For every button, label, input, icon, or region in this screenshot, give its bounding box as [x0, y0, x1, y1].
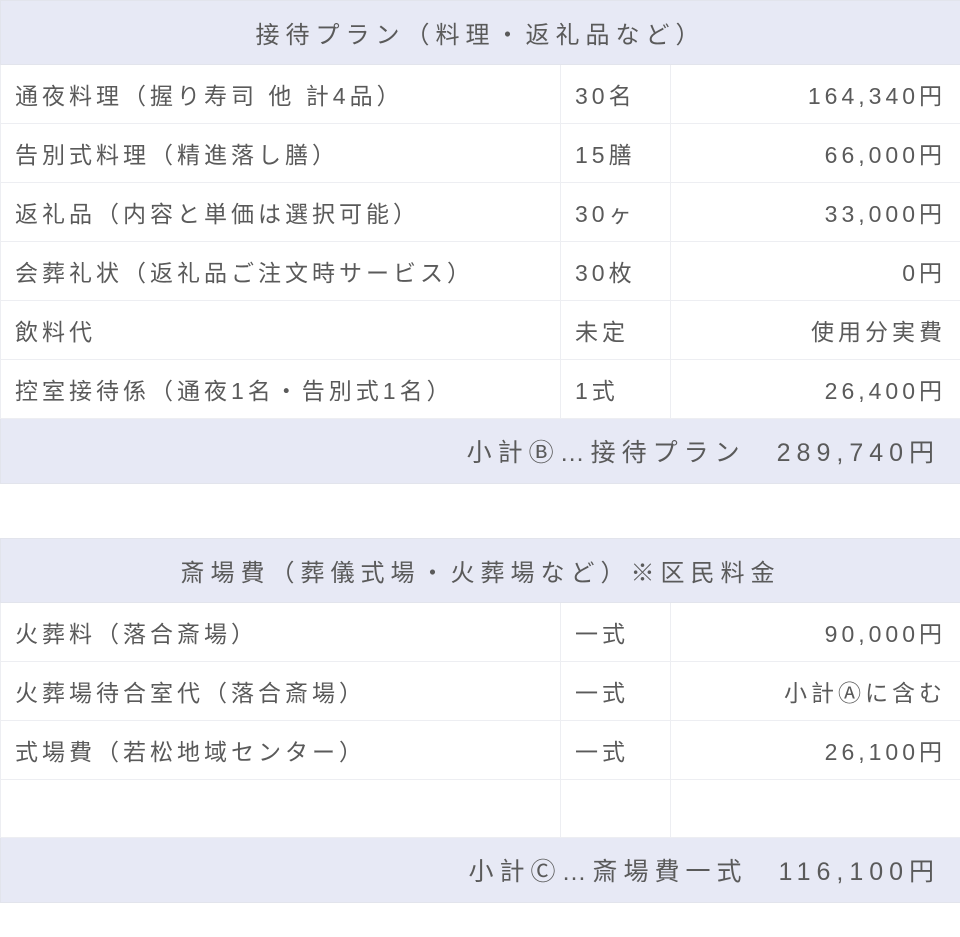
qty-cell: 未定 [561, 301, 671, 360]
item-cell: 火葬場待合室代（落合斎場） [1, 662, 561, 721]
qty-cell: 30名 [561, 65, 671, 124]
venue-fee-table: 斎場費（葬儀式場・火葬場など）※区民料金 火葬料（落合斎場） 一式 90,000… [0, 538, 960, 903]
qty-cell: 一式 [561, 603, 671, 662]
amount-cell: 26,100円 [671, 721, 960, 780]
venue-fee-header: 斎場費（葬儀式場・火葬場など）※区民料金 [1, 539, 960, 603]
amount-cell: 小計Ⓐに含む [671, 662, 960, 721]
item-cell [1, 780, 561, 838]
table-row: 会葬礼状（返礼品ご注文時サービス） 30枚 0円 [1, 242, 960, 301]
amount-cell [671, 780, 960, 838]
item-cell: 会葬礼状（返礼品ご注文時サービス） [1, 242, 561, 301]
section-gap [0, 484, 960, 538]
table-row: 通夜料理（握り寿司 他 計4品） 30名 164,340円 [1, 65, 960, 124]
item-cell: 告別式料理（精進落し膳） [1, 124, 561, 183]
table-row: 返礼品（内容と単価は選択可能） 30ヶ 33,000円 [1, 183, 960, 242]
reception-plan-header: 接待プラン（料理・返礼品など） [1, 1, 960, 65]
table-row: 控室接待係（通夜1名・告別式1名） 1式 26,400円 [1, 360, 960, 419]
item-cell: 控室接待係（通夜1名・告別式1名） [1, 360, 561, 419]
amount-cell: 0円 [671, 242, 960, 301]
qty-cell [561, 780, 671, 838]
item-cell: 飲料代 [1, 301, 561, 360]
qty-cell: 一式 [561, 662, 671, 721]
amount-cell: 66,000円 [671, 124, 960, 183]
qty-cell: 15膳 [561, 124, 671, 183]
table-row: 火葬場待合室代（落合斎場） 一式 小計Ⓐに含む [1, 662, 960, 721]
qty-cell: 1式 [561, 360, 671, 419]
amount-cell: 90,000円 [671, 603, 960, 662]
amount-cell: 26,400円 [671, 360, 960, 419]
table-row: 告別式料理（精進落し膳） 15膳 66,000円 [1, 124, 960, 183]
qty-cell: 30ヶ [561, 183, 671, 242]
item-cell: 火葬料（落合斎場） [1, 603, 561, 662]
table-row: 式場費（若松地域センター） 一式 26,100円 [1, 721, 960, 780]
item-cell: 返礼品（内容と単価は選択可能） [1, 183, 561, 242]
table-row [1, 780, 960, 838]
item-cell: 式場費（若松地域センター） [1, 721, 561, 780]
reception-plan-subtotal: 小計Ⓑ…接待プラン 289,740円 [1, 419, 960, 484]
qty-cell: 一式 [561, 721, 671, 780]
amount-cell: 164,340円 [671, 65, 960, 124]
amount-cell: 使用分実費 [671, 301, 960, 360]
qty-cell: 30枚 [561, 242, 671, 301]
table-row: 飲料代 未定 使用分実費 [1, 301, 960, 360]
reception-plan-table: 接待プラン（料理・返礼品など） 通夜料理（握り寿司 他 計4品） 30名 164… [0, 0, 960, 484]
amount-cell: 33,000円 [671, 183, 960, 242]
table-row: 火葬料（落合斎場） 一式 90,000円 [1, 603, 960, 662]
venue-fee-subtotal: 小計Ⓒ…斎場費一式 116,100円 [1, 838, 960, 903]
item-cell: 通夜料理（握り寿司 他 計4品） [1, 65, 561, 124]
